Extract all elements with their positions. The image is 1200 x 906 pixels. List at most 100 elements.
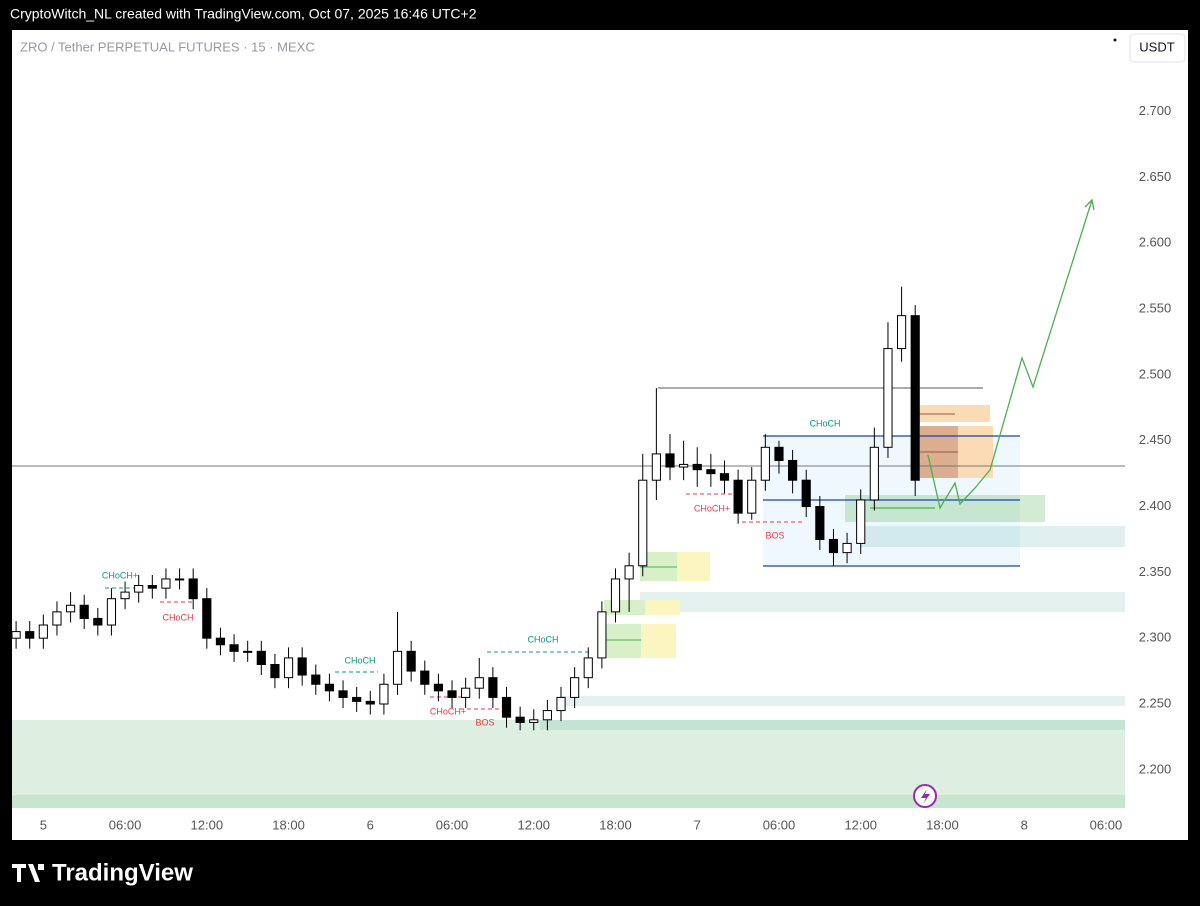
annotation: CHoCH [344, 655, 375, 665]
chart-title: ZRO / Tether PERPETUAL FUTURES · 15 · ME… [20, 39, 315, 54]
candle-body [788, 459, 798, 481]
y-tick-label: 2.200 [1139, 761, 1172, 776]
candle-body [134, 585, 144, 593]
annotation: CHoCH [809, 418, 840, 428]
candle-body [828, 538, 839, 554]
x-tick-label: 6 [367, 817, 374, 832]
currency-label[interactable]: USDT [1139, 39, 1174, 54]
candle-body [447, 690, 457, 698]
y-tick-label: 2.300 [1139, 630, 1172, 645]
candle-body [706, 469, 716, 475]
candle-body [501, 696, 512, 718]
candle-body [719, 473, 730, 481]
labels: 2.200 2.250 2.300 2.350 2.400 2.450 2.500 2.550… [40, 103, 1172, 832]
candle-body [461, 687, 471, 698]
x-tick-label: 06:00 [763, 817, 796, 832]
logo: TradingView [12, 859, 193, 886]
candle-body [542, 710, 552, 721]
candle-body [583, 657, 593, 679]
candle-body [610, 578, 621, 613]
candle-body [760, 446, 770, 481]
candle-body [229, 644, 239, 652]
x-tick-label: 8 [1021, 817, 1028, 832]
logo-mark [12, 864, 44, 882]
x-tick-label: 12:00 [517, 817, 550, 832]
candle-body [338, 690, 348, 698]
zone [677, 552, 710, 581]
zone [645, 600, 680, 615]
chart-area [12, 30, 1188, 840]
candle-body [392, 650, 403, 685]
event-bolt [921, 789, 930, 804]
zone [604, 600, 645, 615]
zone [604, 624, 641, 658]
candle-body [283, 657, 294, 679]
zone [540, 720, 1125, 730]
menu-dot [1113, 38, 1117, 42]
zones [12, 387, 1125, 808]
annotation: CHoCH+ [430, 706, 466, 716]
candle-body [869, 446, 879, 501]
candle-body [747, 479, 757, 514]
y-tick-label: 2.450 [1139, 432, 1172, 447]
candle-body [243, 650, 253, 653]
zone [641, 624, 676, 658]
y-tick-label: 2.650 [1139, 169, 1172, 184]
candle-body [679, 463, 689, 468]
candle-body [638, 479, 648, 567]
candle-body [324, 683, 335, 692]
candle-body [202, 598, 212, 639]
candle-body [733, 479, 743, 514]
candle-body [52, 611, 62, 626]
y-tick-label: 2.500 [1139, 366, 1172, 381]
candle-body [624, 565, 634, 580]
header-text: CryptoWitch_NL created with TradingView.… [10, 6, 477, 22]
zone [12, 720, 1125, 808]
candle-body [556, 696, 566, 712]
annotation: CHoCH+ [694, 503, 730, 513]
candle-body [815, 506, 825, 540]
x-tick-label: 12:00 [844, 817, 877, 832]
candle-body [420, 670, 430, 685]
candle-body [106, 598, 117, 626]
candle-body [379, 683, 389, 705]
annotation: BOS [475, 717, 494, 727]
x-tick-label: 06:00 [109, 817, 142, 832]
candle-body [774, 446, 784, 461]
x-tick-label: 06:00 [1090, 817, 1123, 832]
candle-body [120, 591, 130, 600]
candle-body [174, 578, 185, 581]
candle-body [297, 657, 307, 676]
annotation: CHoCH [162, 612, 193, 622]
zone [860, 526, 1125, 547]
candle-body [433, 683, 443, 692]
candle-body [692, 463, 702, 471]
zone [12, 795, 1125, 808]
x-tick-label: 12:00 [191, 817, 224, 832]
annotation: BOS [765, 530, 784, 540]
candle-body [896, 315, 907, 350]
candle-body [215, 637, 226, 646]
candle-body [93, 617, 103, 626]
candle-body [910, 315, 920, 481]
candle-body [856, 499, 866, 544]
x-tick-label: 18:00 [599, 817, 632, 832]
candle-body [38, 624, 48, 639]
candle-body [161, 578, 171, 589]
x-tick-label: 18:00 [926, 817, 959, 832]
candle-body [79, 604, 89, 619]
candle-body [147, 585, 157, 589]
candle-body [188, 578, 198, 600]
candle-body [65, 604, 76, 613]
candle-body [665, 453, 675, 468]
annotation: CHoCH [527, 634, 558, 644]
zone [640, 592, 1125, 612]
currency-button[interactable] [1129, 33, 1186, 63]
candle-body [597, 611, 607, 659]
candle-body [488, 677, 498, 698]
candle-body [529, 719, 539, 723]
y-tick-label: 2.250 [1139, 695, 1172, 710]
y-tick-label: 2.600 [1139, 235, 1172, 250]
